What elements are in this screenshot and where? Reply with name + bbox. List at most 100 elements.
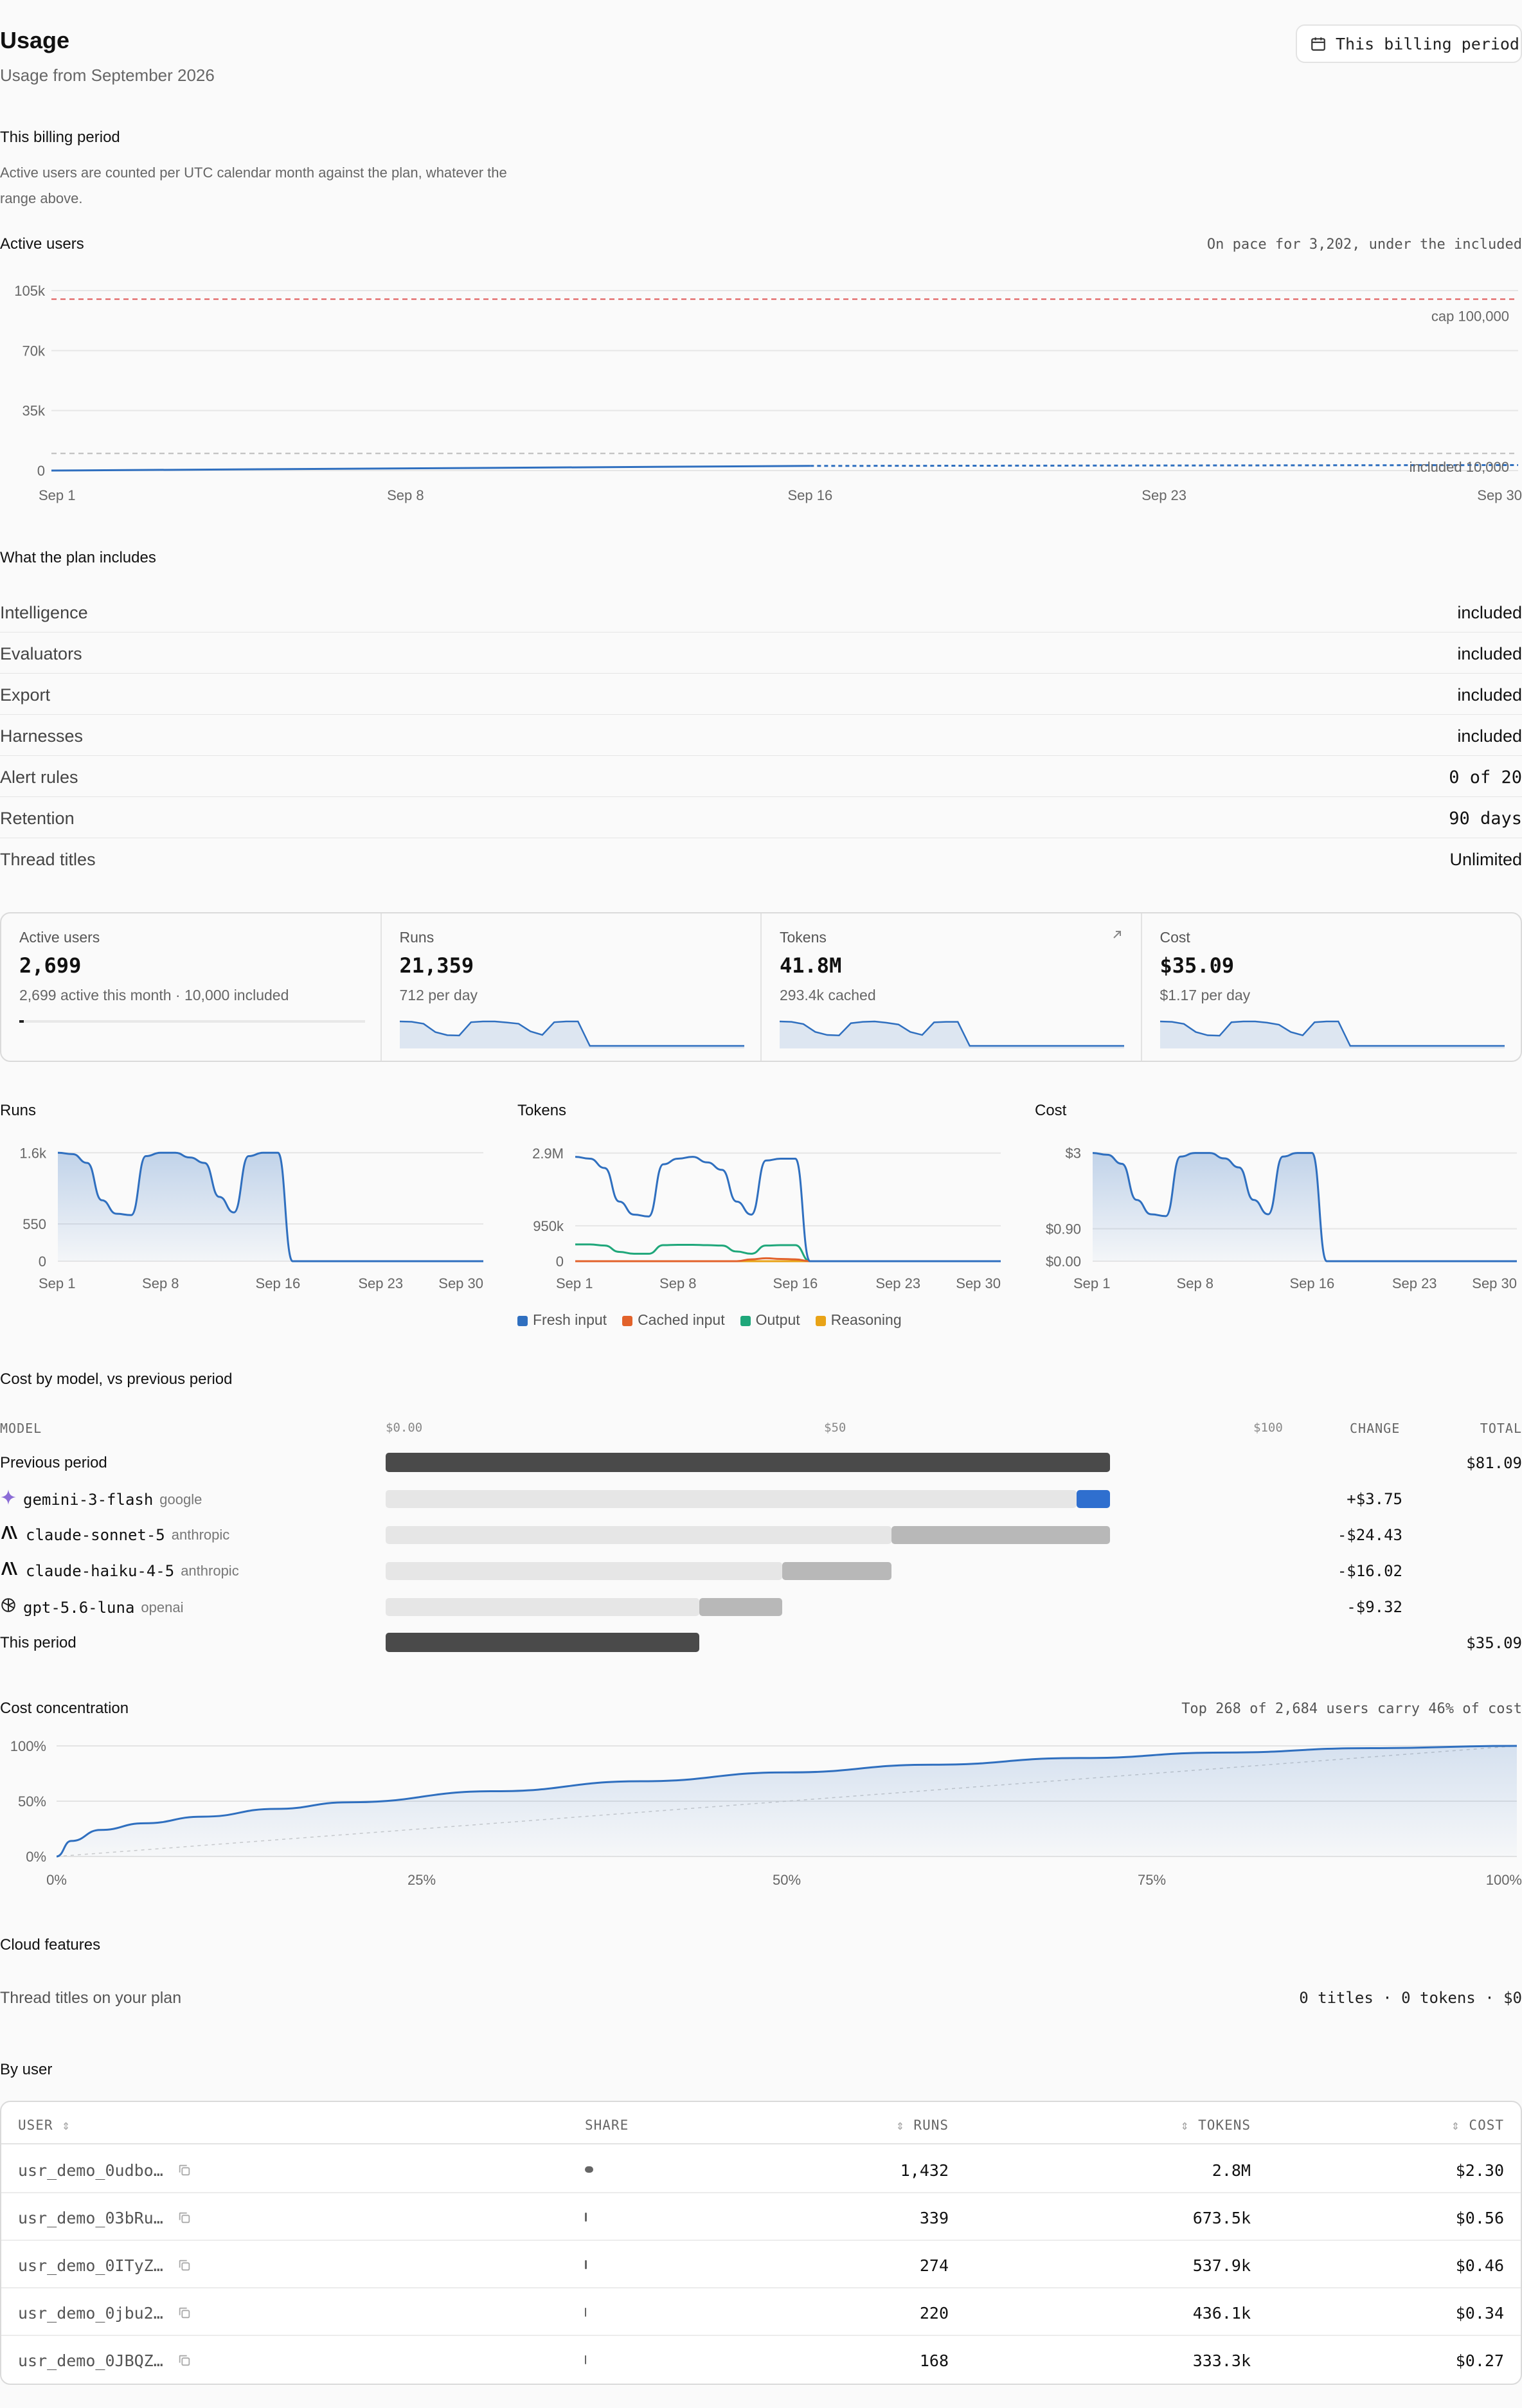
card-label: Cost xyxy=(1159,929,1190,946)
card-runs[interactable]: Runs 21,359 712 per day xyxy=(382,913,762,1061)
card-label: Tokens xyxy=(780,929,827,946)
card-value: $35.09 xyxy=(1159,953,1235,978)
x-tick-label: Sep 30 xyxy=(956,1275,1001,1291)
runs-chart: 1.6k 550 0 Sep 1 Sep 8 Sep 16 Sep 23 Sep 30 xyxy=(19,1145,483,1291)
table-row[interactable]: usr_demo_0udbo… 1,432 2.8M $2.30 xyxy=(1,2146,1521,2193)
plan-row-value: included xyxy=(1457,603,1522,622)
legend-label: Output xyxy=(755,1311,800,1328)
model-name: claude-sonnet-5 xyxy=(26,1525,165,1544)
openai-icon xyxy=(0,1597,17,1618)
cost-row: gpt-5.6-luna openai -$9.32 xyxy=(0,1590,1522,1626)
tokens-chart-title: Tokens xyxy=(517,1102,567,1119)
card-sub: 293.4k cached xyxy=(780,987,876,1003)
x-tick-label: Sep 8 xyxy=(1177,1275,1214,1291)
legend-swatch xyxy=(740,1316,751,1326)
copy-icon[interactable] xyxy=(177,2353,192,2371)
external-link-icon[interactable] xyxy=(1111,929,1123,940)
model-change: -$24.43 xyxy=(1337,1526,1402,1544)
col-change: CHANGE xyxy=(1350,1421,1401,1436)
model-provider: google xyxy=(159,1491,202,1507)
user-tokens: 673.5k xyxy=(1192,2209,1251,2227)
billing-note-line2: range above. xyxy=(0,190,83,206)
legend-item[interactable]: Fresh input xyxy=(517,1311,607,1329)
user-cost: $2.30 xyxy=(1455,2161,1504,2180)
y-tick-label: 0% xyxy=(26,1849,46,1865)
y-tick-label: 0 xyxy=(37,463,45,479)
table-row[interactable]: usr_demo_03bRu… 339 673.5k $0.56 xyxy=(1,2193,1521,2241)
divider xyxy=(0,673,1522,674)
col-share: SHARE xyxy=(585,2117,629,2133)
plan-row-value: included xyxy=(1457,685,1522,705)
sparkline-fill xyxy=(399,1021,744,1048)
table-row[interactable]: usr_demo_0JBQZ… 168 333.3k $0.27 xyxy=(1,2336,1521,2384)
by-user-table: USER ⇕ SHARE ⇕ RUNS ⇕ TOKENS ⇕ COST usr_… xyxy=(0,2101,1522,2385)
y-tick-label: 105k xyxy=(14,283,46,299)
card-value: 41.8M xyxy=(780,953,842,978)
billing-period-button[interactable]: This billing period xyxy=(1296,24,1522,63)
y-tick-label: 0 xyxy=(556,1253,564,1270)
area-fill xyxy=(1093,1153,1517,1261)
card-cost[interactable]: Cost $35.09 $1.17 per day xyxy=(1142,913,1521,1061)
user-tokens: 436.1k xyxy=(1192,2304,1251,2323)
x-tick-label: Sep 16 xyxy=(773,1275,818,1291)
tokens-legend: Fresh input Cached input Output Reasoning xyxy=(517,1311,902,1329)
legend-item[interactable]: Output xyxy=(740,1311,800,1329)
table-row[interactable]: usr_demo_0ITyZ… 274 537.9k $0.46 xyxy=(1,2241,1521,2288)
model-label: gemini-3-flash google xyxy=(0,1489,202,1510)
legend-item[interactable]: Reasoning xyxy=(815,1311,902,1329)
x-tick-label: Sep 8 xyxy=(387,487,424,503)
legend-item[interactable]: Cached input xyxy=(622,1311,725,1329)
x-tick-label: Sep 1 xyxy=(39,487,76,503)
plan-row-label: Intelligence xyxy=(0,603,88,622)
concentration-heading: Cost concentration xyxy=(0,1700,129,1717)
legend-label: Reasoning xyxy=(830,1311,902,1328)
concentration-line xyxy=(56,1745,1518,1858)
sparkline-line xyxy=(399,1020,744,1047)
x-tick-label: Sep 8 xyxy=(142,1275,179,1291)
model-provider: anthropic xyxy=(181,1562,239,1579)
plan-row-value: 0 of 20 xyxy=(1449,768,1522,787)
plan-row-label: Alert rules xyxy=(0,768,78,787)
plan-row: Alert rules 0 of 20 xyxy=(0,756,1522,797)
series-line xyxy=(1092,1152,1517,1262)
card-tokens[interactable]: Tokens 41.8M 293.4k cached xyxy=(762,913,1142,1061)
card-sub: 2,699 active this month · 10,000 include… xyxy=(19,987,289,1003)
user-cost: $0.56 xyxy=(1455,2209,1504,2227)
row-label: Previous period xyxy=(0,1454,107,1471)
model-label: claude-sonnet-5 anthropic xyxy=(0,1525,229,1545)
active-users-pace-note: On pace for 3,202, under the included xyxy=(1206,237,1522,253)
cost-row: gemini-3-flash google +$3.75 xyxy=(0,1482,1522,1518)
share-bar xyxy=(585,2213,587,2222)
plan-row: Intelligence included xyxy=(0,591,1522,633)
plan-row-value: Unlimited xyxy=(1449,850,1522,869)
cost-row: claude-sonnet-5 anthropic -$24.43 xyxy=(0,1518,1522,1554)
col-cost[interactable]: ⇕ COST xyxy=(1451,2117,1504,2133)
copy-icon[interactable] xyxy=(177,2210,192,2229)
cost-chart-title: Cost xyxy=(1035,1102,1067,1119)
col-user-label: USER xyxy=(18,2117,53,2133)
user-cost: $0.34 xyxy=(1455,2304,1504,2323)
model-label: claude-haiku-4-5 anthropic xyxy=(0,1561,239,1581)
y-tick-label: 100% xyxy=(10,1738,46,1754)
user-id: usr_demo_0JBQZ… xyxy=(18,2351,163,2370)
active-users-progress-track xyxy=(19,1020,365,1023)
cost-by-model-heading: Cost by model, vs previous period xyxy=(0,1370,233,1388)
cost-chart: $3 $0.90 $0.00 Sep 1 Sep 8 Sep 16 Sep 23 Sep 30 xyxy=(1046,1146,1517,1291)
sort-icon: ⇕ xyxy=(1451,2117,1460,2133)
table-row[interactable]: usr_demo_0jbu2… 220 436.1k $0.34 xyxy=(1,2288,1521,2336)
col-tokens[interactable]: ⇕ TOKENS xyxy=(1181,2117,1251,2133)
col-runs[interactable]: ⇕ RUNS xyxy=(896,2117,949,2133)
copy-icon[interactable] xyxy=(177,2162,192,2181)
axis-tick-100: $100 xyxy=(1253,1421,1283,1435)
col-user[interactable]: USER ⇕ xyxy=(18,2117,71,2133)
included-label: included 10,000 xyxy=(1410,459,1509,475)
runs-sparkline xyxy=(399,1020,744,1048)
plan-row: Harnesses included xyxy=(0,715,1522,756)
legend-swatch xyxy=(815,1316,826,1326)
model-bar-delta xyxy=(891,1526,1111,1544)
model-name: gemini-3-flash xyxy=(23,1490,154,1509)
y-tick-label: $0.90 xyxy=(1046,1221,1081,1237)
card-active-users[interactable]: Active users 2,699 2,699 active this mon… xyxy=(1,913,382,1061)
copy-icon[interactable] xyxy=(177,2305,192,2324)
copy-icon[interactable] xyxy=(177,2258,192,2276)
